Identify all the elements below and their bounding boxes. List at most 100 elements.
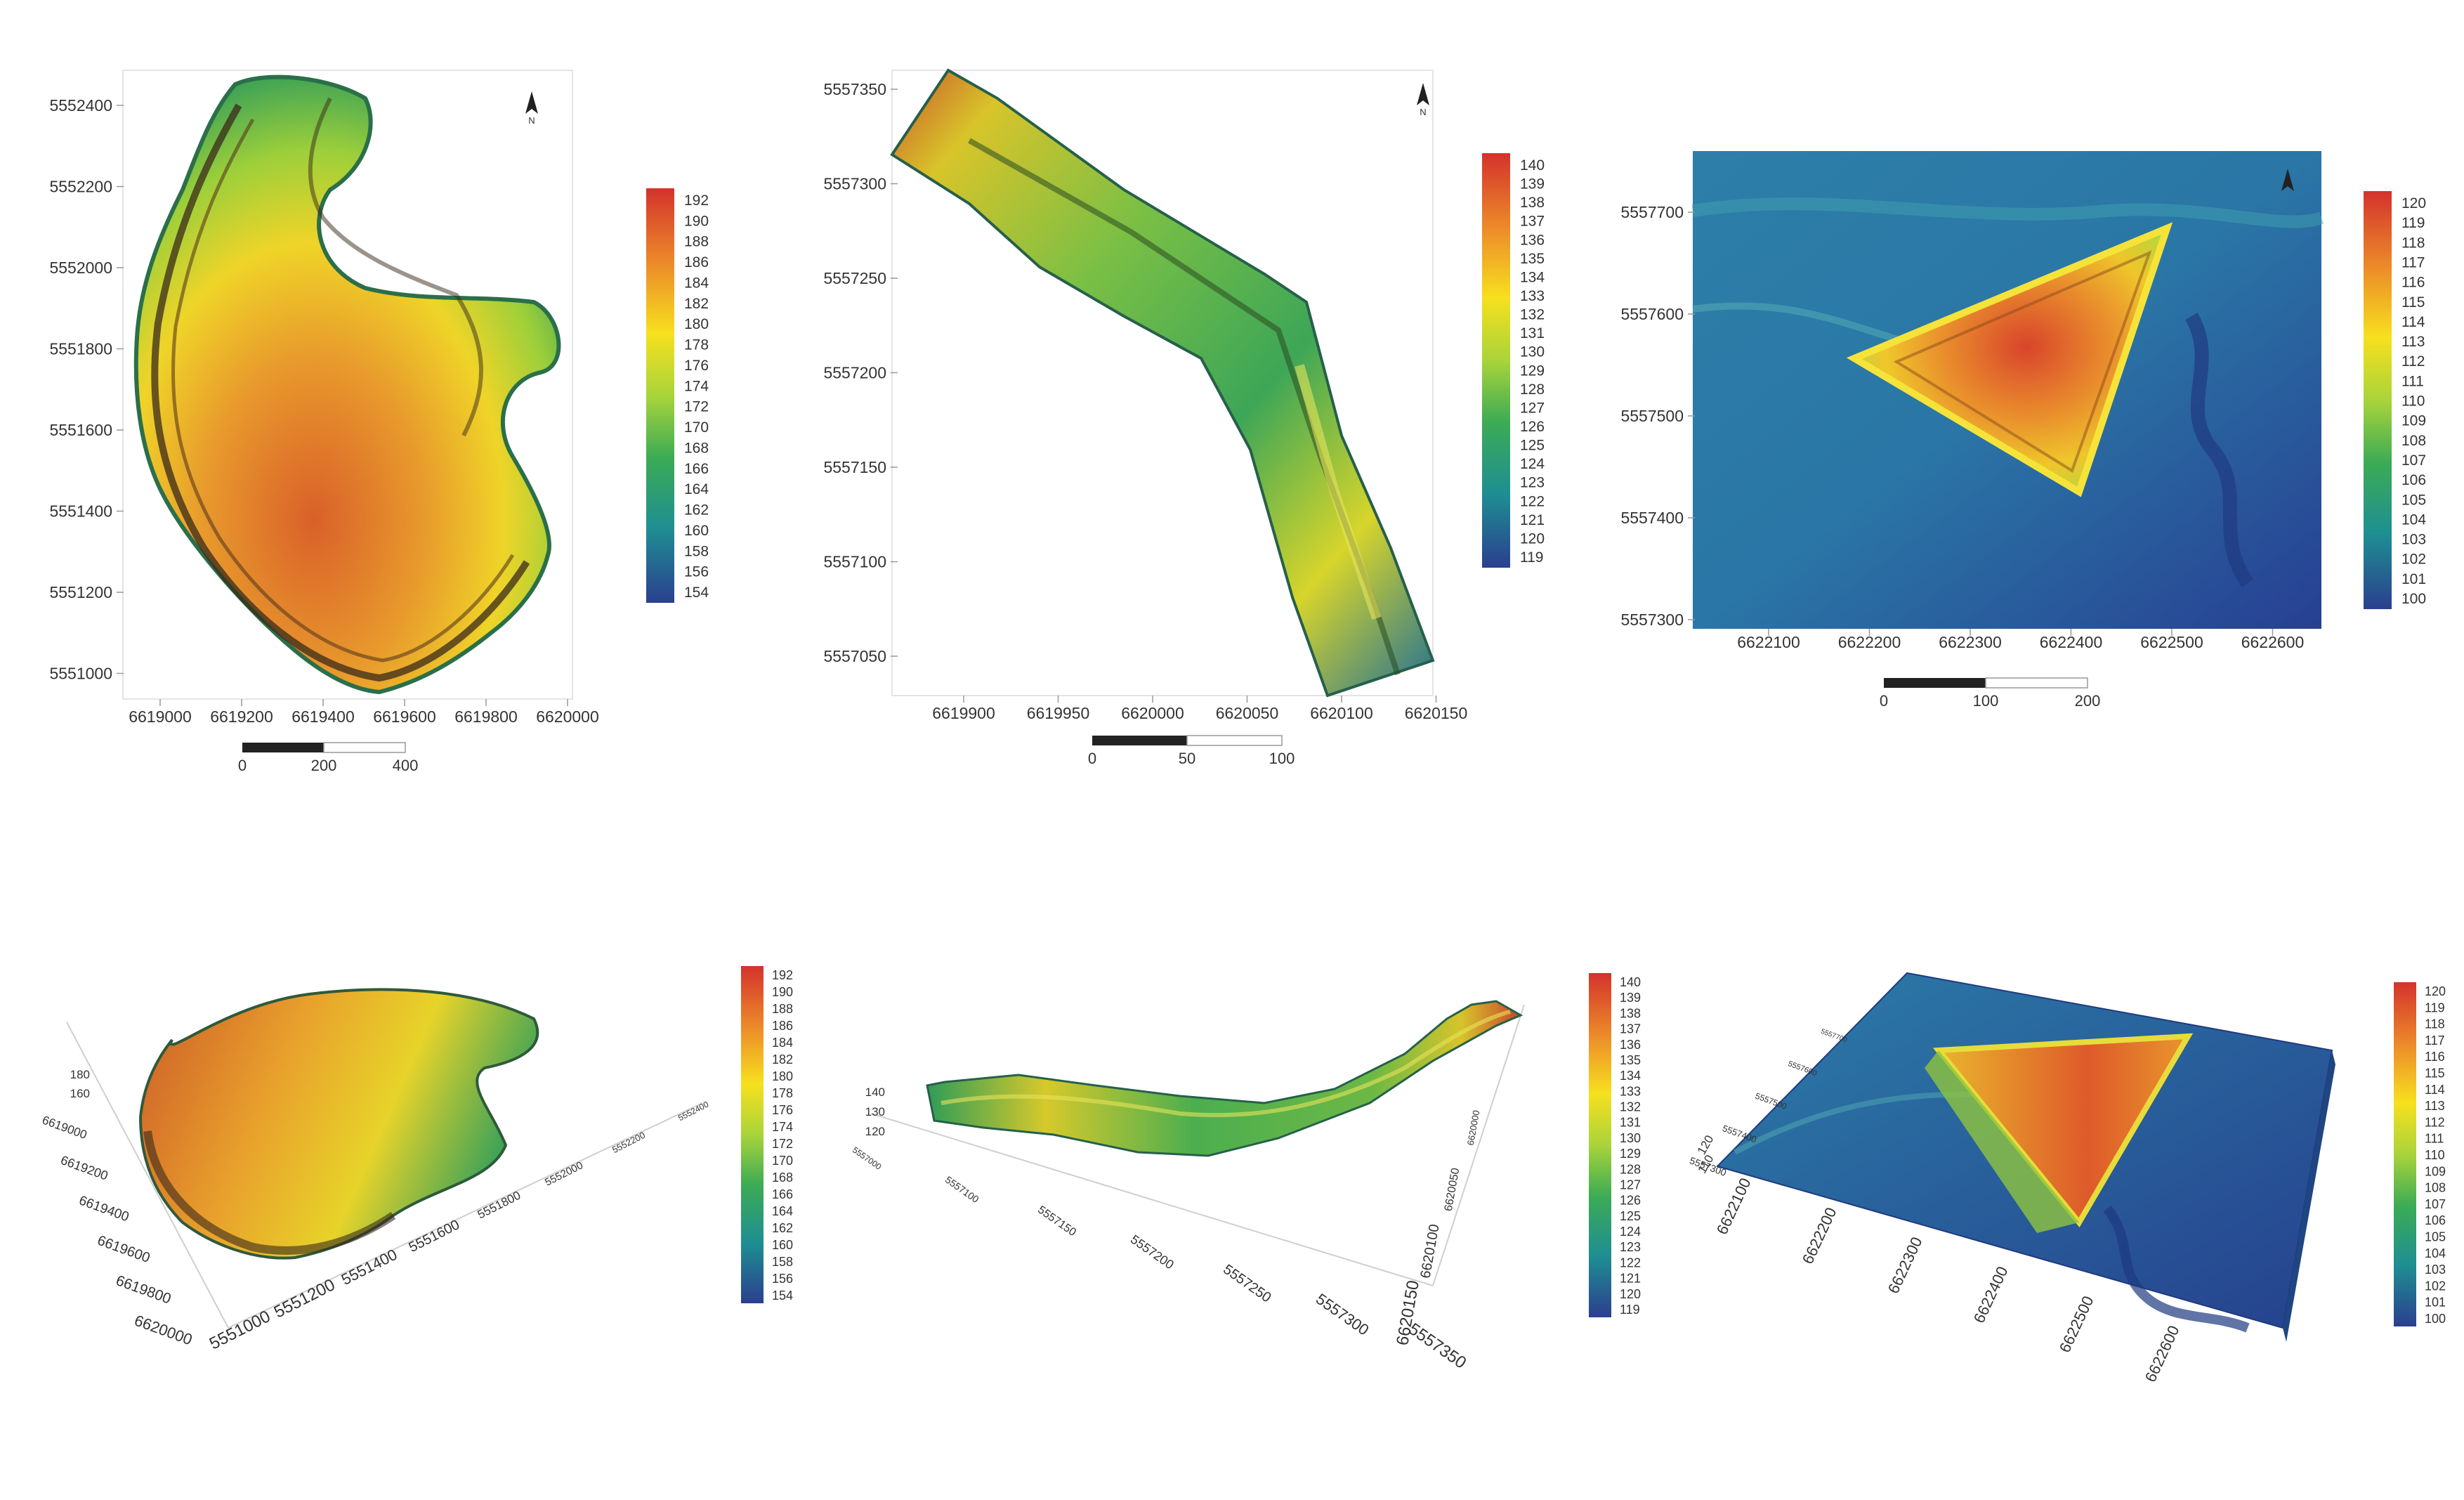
legend-label: 133: [1520, 288, 1545, 304]
legend-label: 154: [684, 585, 709, 601]
bottom-axis-label: 5552400: [676, 1099, 710, 1123]
view2-bottom-axis: 5557000 5557100 5557150 5557200 5557250 55573…: [851, 1145, 1469, 1373]
legend-label: 120: [2401, 195, 2426, 211]
legend-label: 109: [2401, 413, 2426, 429]
x-tick-label: 6622200: [1838, 633, 1901, 651]
legend-label: 166: [684, 461, 709, 477]
legend-label: 134: [1620, 1069, 1641, 1083]
scale-bar-segment-dark: [1092, 736, 1187, 745]
view3-river: [2103, 1205, 2250, 1333]
x-tick-label: 6619400: [291, 707, 355, 726]
bottom-axis-label: 5557300: [1313, 1290, 1372, 1339]
z-tick-label: 160: [70, 1087, 90, 1100]
x-tick-label: 6620100: [1310, 704, 1373, 722]
legend-label: 136: [1620, 1038, 1641, 1052]
scale-bar-label: 50: [1179, 750, 1195, 767]
bottom-axis-label: 5551200: [271, 1275, 339, 1322]
bottom-axis-label: 5551000: [207, 1307, 274, 1353]
map3-y-axis: 5557700 5557600 5557500 5557400 5557300: [1620, 203, 1695, 629]
legend-color-ramp: [1482, 153, 1510, 568]
scale-bar-label: 400: [393, 757, 419, 774]
map2-panel: N 55573505557300555725055572005557150555…: [823, 68, 1545, 767]
legend-label: 107: [2401, 452, 2426, 469]
left-axis-label: 6620000: [132, 1312, 195, 1349]
legend-label: 111: [2401, 373, 2424, 389]
map3-triangle-inner: [1893, 250, 2152, 474]
legend-label: 132: [1620, 1100, 1641, 1114]
map1-north-arrow-icon: N: [525, 91, 538, 126]
top-maps-row: N 55524005552200555200055518005551600555…: [49, 68, 2426, 774]
x-tick-label: 6619950: [1027, 704, 1090, 722]
y-tick-label: 5557700: [1620, 203, 1684, 221]
x-tick-label: 6619600: [373, 707, 436, 726]
left-axis-label: 5557500: [1754, 1091, 1788, 1111]
bottom-axis-label: 5552000: [543, 1159, 585, 1189]
right-axis-label: 6620000: [1465, 1109, 1482, 1146]
legend-label: 174: [772, 1120, 793, 1134]
legend-label: 114: [2401, 314, 2425, 330]
scale-bar-label: 100: [1973, 692, 1999, 710]
legend-color-ramp: [646, 188, 674, 603]
legend-label: 105: [2401, 492, 2426, 508]
scale-bar-label: 200: [2075, 692, 2101, 710]
legend-label: 129: [1520, 363, 1545, 379]
legend-label: 113: [2401, 334, 2425, 350]
z-tick-label: 120: [865, 1125, 885, 1138]
bottom-axis-label: 5551400: [339, 1246, 400, 1289]
y-tick-label: 5551400: [49, 502, 112, 521]
bottom-axis-label: 5551600: [407, 1217, 462, 1256]
y-tick-label: 5552400: [49, 96, 112, 115]
y-tick-label: 5557400: [1620, 509, 1684, 527]
y-tick-label: 5557250: [823, 269, 886, 287]
x-tick-label: 6620150: [1405, 704, 1468, 722]
map2-scale-bar: 0 50 100: [1088, 735, 1295, 767]
legend-label: 164: [684, 481, 709, 497]
y-tick-label: 5557600: [1620, 305, 1684, 323]
legend-label: 160: [684, 523, 709, 539]
scale-bar-segment-light: [1985, 677, 2088, 689]
view1-terrain: [138, 988, 539, 1260]
legend-color-ramp: [2394, 982, 2416, 1326]
legend-label: 130: [1520, 344, 1545, 360]
x-tick-label: 6622400: [2040, 633, 2103, 651]
legend-label: 154: [772, 1289, 793, 1303]
legend-label: 190: [684, 213, 709, 229]
legend-label: 182: [772, 1052, 793, 1067]
legend-label: 112: [2401, 353, 2425, 370]
legend-label: 160: [772, 1238, 793, 1252]
legend-label: 125: [1620, 1209, 1641, 1223]
legend-label: 192: [684, 193, 709, 209]
map2-north-label: N: [1420, 107, 1426, 117]
legend-label: 136: [1520, 232, 1545, 248]
map2-terrain: [890, 68, 1435, 698]
legend-color-ramp: [1589, 973, 1611, 1317]
legend-label: 135: [1520, 251, 1545, 267]
legend-label: 102: [2425, 1279, 2446, 1293]
legend-color-ramp: [741, 966, 764, 1303]
left-axis-label: 5557600: [1787, 1059, 1818, 1078]
legend-label: 117: [2425, 1033, 2445, 1048]
y-tick-label: 5551600: [49, 421, 112, 439]
legend-label: 123: [1520, 475, 1545, 491]
legend-label: 164: [772, 1204, 793, 1218]
left-axis-label: 6619000: [41, 1114, 89, 1142]
view2-terrain: [926, 1000, 1523, 1157]
legend-label: 104: [2401, 511, 2426, 528]
z-tick-label: 130: [865, 1105, 885, 1119]
legend-label: 138: [1620, 1006, 1641, 1020]
legend-label: 124: [1520, 456, 1545, 472]
y-tick-label: 5557350: [823, 80, 886, 98]
x-tick-label: 6619200: [210, 707, 273, 726]
map1-panel: N 55524005552200555200055518005551600555…: [49, 70, 709, 774]
legend-label: 172: [684, 399, 709, 415]
legend-label: 156: [684, 564, 709, 580]
bottom-axis-label: 5557100: [943, 1174, 981, 1205]
x-tick-label: 6620000: [536, 707, 599, 726]
left-axis-label: 6619400: [77, 1193, 131, 1225]
bottom-axis-label: 5552200: [610, 1130, 647, 1155]
legend-label: 124: [1620, 1225, 1641, 1239]
legend-label: 119: [2401, 215, 2425, 231]
scale-bar-label: 200: [311, 757, 337, 774]
